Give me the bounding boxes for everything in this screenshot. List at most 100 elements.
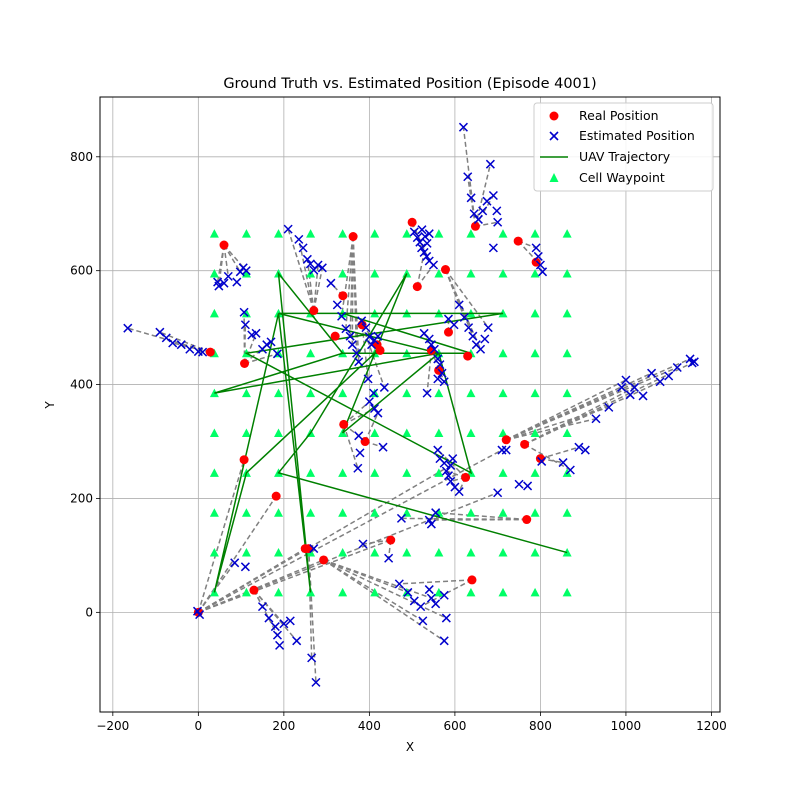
error-line: [524, 443, 571, 471]
estimated-position-point: [379, 382, 389, 392]
estimated-position-point: [272, 630, 282, 640]
cell-waypoint-marker: [562, 348, 572, 358]
x-axis-label: X: [406, 740, 414, 754]
estimated-position-point: [446, 476, 456, 486]
estimated-position-point: [647, 368, 657, 378]
estimated-position-point: [354, 357, 364, 367]
cell-waypoint-marker: [562, 308, 572, 318]
cell-waypoint-marker: [370, 428, 380, 437]
cell-waypoint-marker: [274, 548, 284, 557]
error-line: [435, 511, 527, 521]
real-position-point: [304, 544, 314, 554]
estimated-position-point: [435, 360, 445, 370]
cell-waypoint-marker: [209, 548, 219, 557]
cell-waypoint-marker: [306, 468, 316, 477]
estimated-position-point: [493, 217, 503, 227]
cell-waypoint-marker: [274, 428, 284, 437]
x-tick-label: 400: [358, 719, 381, 733]
error-line: [506, 418, 597, 441]
real-position-point: [240, 359, 250, 368]
estimated-position-point: [493, 488, 503, 498]
estimated-position-point: [422, 251, 432, 261]
estimated-position-point: [412, 233, 422, 243]
error-line: [313, 267, 324, 311]
estimated-position-point: [420, 231, 430, 242]
estimated-position-point: [355, 448, 365, 458]
cell-waypoint-marker: [530, 468, 540, 477]
estimated-position-point: [424, 334, 434, 344]
estimated-position-point: [433, 354, 443, 364]
estimated-position-point: [275, 640, 285, 650]
legend-estimated-label: Estimated Position: [579, 128, 695, 143]
cell-waypoint-marker: [402, 269, 412, 278]
estimated-position-point: [232, 277, 242, 287]
estimated-position-point: [123, 323, 133, 333]
estimated-position-point: [353, 463, 363, 473]
estimated-position-point: [354, 431, 364, 441]
error-line: [243, 324, 247, 364]
estimated-position-point: [439, 590, 449, 600]
y-tick-label: 400: [70, 378, 93, 392]
estimated-position-point: [298, 243, 308, 253]
cell-waypoint-marker: [434, 468, 444, 477]
cell-waypoint-marker: [370, 548, 380, 557]
estimated-position-point: [176, 340, 186, 350]
estimated-position-point: [272, 349, 282, 359]
estimated-position-point: [345, 331, 355, 341]
error-line: [216, 244, 225, 283]
estimated-position-point: [466, 193, 476, 203]
estimated-position-point: [418, 616, 428, 626]
error-line: [253, 589, 298, 642]
error-line: [399, 579, 473, 585]
estimated-position-point: [473, 214, 483, 224]
estimated-position-point: [352, 348, 362, 358]
x-tick-label: 1000: [611, 719, 642, 733]
error-line: [197, 449, 503, 614]
estimated-position-point: [480, 334, 490, 344]
estimated-position-point: [309, 544, 319, 554]
estimated-position-point: [219, 278, 229, 288]
real-position-point: [219, 240, 229, 250]
estimated-position-point: [459, 312, 469, 322]
real-position-point: [467, 575, 477, 585]
estimated-position-point: [270, 622, 280, 632]
real-position-point: [271, 491, 281, 501]
estimated-position-point: [417, 225, 427, 235]
cell-waypoint-marker: [306, 508, 316, 517]
cell-waypoint-marker: [241, 508, 251, 517]
cell-waypoint-marker: [466, 388, 476, 398]
error-line: [223, 244, 241, 273]
real-position-point: [205, 347, 215, 357]
real-position-point: [440, 265, 450, 275]
cell-waypoint-marker: [530, 308, 540, 318]
estimated-position-point: [373, 331, 383, 341]
cell-waypoint-marker: [402, 428, 412, 437]
estimated-position-point: [431, 599, 441, 609]
error-line: [340, 236, 354, 317]
error-line: [198, 492, 498, 614]
cell-waypoint-marker: [370, 468, 380, 477]
estimated-position-point: [366, 340, 377, 350]
estimated-position-point: [369, 403, 380, 414]
error-line: [416, 264, 435, 288]
real-position-point: [330, 331, 340, 341]
error-line: [505, 366, 678, 441]
y-axis-ticks: 0 200 400 600 800: [70, 150, 100, 619]
cell-waypoint-marker: [338, 468, 348, 477]
cell-waypoint-marker: [402, 229, 412, 238]
cell-waypoint-marker: [402, 548, 412, 557]
estimated-position-point: [223, 271, 233, 281]
estimated-position-point: [396, 513, 406, 523]
estimated-position-point: [426, 519, 436, 529]
cell-waypoint-marker: [209, 229, 219, 238]
estimated-position-point: [448, 454, 458, 464]
error-line: [426, 350, 433, 394]
error-line: [197, 495, 277, 613]
error-line: [198, 559, 324, 614]
estimated-position-point: [672, 362, 682, 373]
cell-waypoint-marker: [338, 269, 348, 278]
cell-waypoint-marker: [338, 508, 348, 517]
error-line: [323, 559, 445, 642]
estimated-positions: [123, 122, 699, 687]
cell-waypoint-marker: [241, 229, 251, 238]
